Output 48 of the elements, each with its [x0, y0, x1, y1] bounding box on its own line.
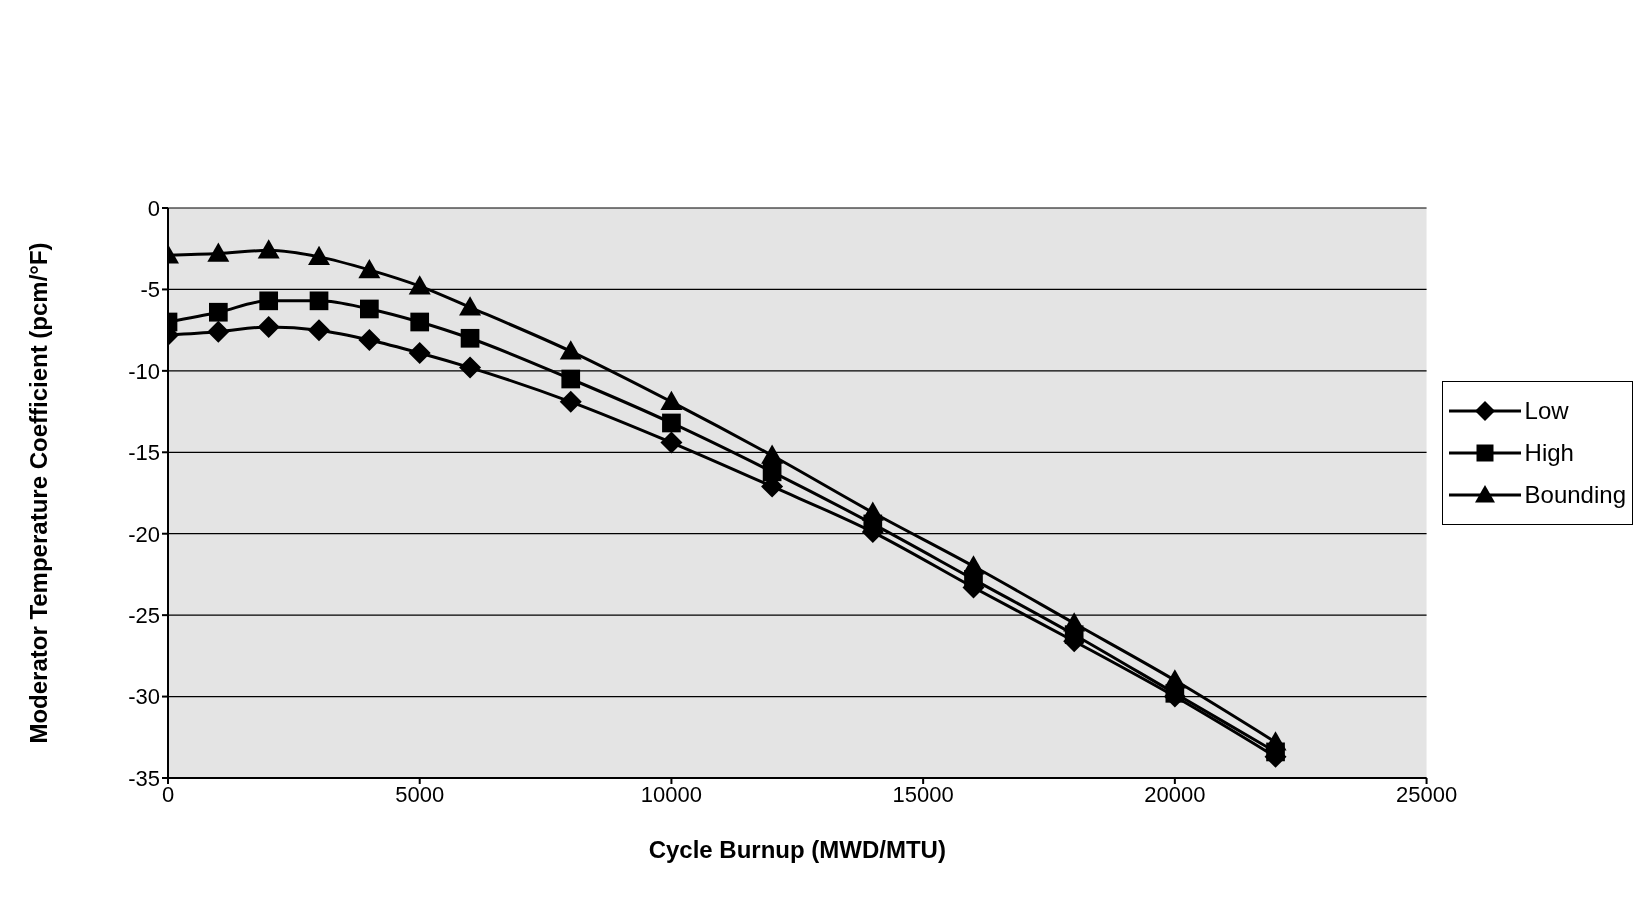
point	[559, 390, 582, 413]
x-tick-label: 10000	[640, 781, 703, 807]
point	[360, 299, 379, 319]
point	[358, 328, 381, 351]
point	[761, 444, 784, 464]
y-tick-label: -5	[140, 277, 160, 303]
x-axis-title: Cycle Burnup (MWD/MTU)	[648, 836, 946, 863]
point	[309, 291, 329, 311]
y-axis-title: Moderator Temperature Coefficient (pcm/°F)	[24, 242, 52, 744]
point	[308, 245, 331, 266]
x-tick-label: 5000	[395, 781, 445, 807]
point	[207, 242, 230, 262]
y-tick-label: -25	[128, 602, 160, 628]
y-tick-label: -15	[128, 440, 160, 466]
point	[207, 320, 230, 343]
point	[410, 312, 430, 332]
point	[408, 275, 431, 295]
point	[460, 328, 480, 348]
point	[259, 291, 279, 311]
point	[408, 341, 431, 364]
point	[662, 413, 681, 433]
point	[1264, 731, 1287, 751]
point	[861, 501, 884, 521]
legend-label: Bounding	[1524, 481, 1626, 509]
point	[257, 239, 280, 259]
x-tick-label: 15000	[892, 781, 954, 807]
point	[660, 431, 683, 454]
point	[1163, 669, 1186, 689]
point	[257, 315, 280, 338]
x-tick-label: 25000	[1395, 781, 1458, 807]
y-tick-label: 0	[147, 195, 160, 221]
point	[208, 302, 228, 322]
point	[962, 555, 985, 575]
legend-label: High	[1524, 439, 1574, 467]
point	[1063, 612, 1086, 632]
point	[459, 296, 482, 316]
y-tick-label: -30	[128, 684, 160, 710]
y-tick-label: -35	[128, 765, 160, 791]
y-tick-label: -10	[128, 358, 160, 384]
point	[561, 369, 581, 389]
point	[459, 356, 482, 379]
x-tick-label: 20000	[1144, 781, 1206, 807]
point	[660, 390, 683, 411]
y-tick-label: -20	[128, 521, 160, 547]
point	[308, 319, 331, 342]
legend-label: Low	[1524, 397, 1569, 425]
point	[559, 340, 582, 360]
point	[358, 258, 381, 279]
